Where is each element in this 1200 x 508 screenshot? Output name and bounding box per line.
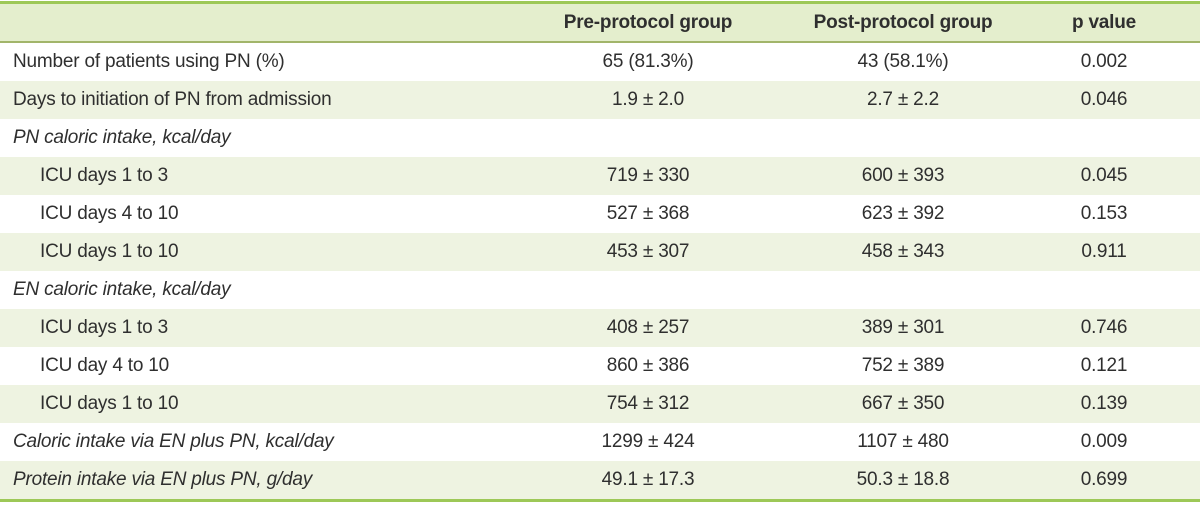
pre-protocol-value: 453 ± 307 [606,241,690,262]
table-row: EN caloric intake, kcal/day [0,271,1200,309]
row-label: Protein intake via EN plus PN, g/day [13,469,313,490]
post-protocol-value: 43 (58.1%) [857,51,949,72]
table-row: ICU days 1 to 3 719 ± 330 600 ± 393 0.045 [0,157,1200,195]
header-pre-protocol-group: Pre-protocol group [563,11,733,33]
row-label: ICU days 1 to 3 [40,317,168,338]
p-value: 0.911 [1081,241,1127,262]
table-row: ICU day 4 to 10 860 ± 386 752 ± 389 0.121 [0,347,1200,385]
row-label: Days to initiation of PN from admission [13,89,332,110]
pre-protocol-value: 527 ± 368 [606,203,690,224]
p-value: 0.153 [1080,203,1128,224]
table-row: Number of patients using PN (%) 65 (81.3%… [0,43,1200,81]
post-protocol-value: 50.3 ± 18.8 [856,469,950,490]
row-label: Caloric intake via EN plus PN, kcal/day [13,431,334,452]
post-protocol-value: 600 ± 393 [861,165,945,186]
p-value: 0.046 [1080,89,1128,110]
post-protocol-value: 623 ± 392 [861,203,945,224]
row-label: EN caloric intake, kcal/day [13,279,231,300]
table-row: ICU days 4 to 10 527 ± 368 623 ± 392 0.153 [0,195,1200,233]
table-row: ICU days 1 to 10 754 ± 312 667 ± 350 0.139 [0,385,1200,423]
pre-protocol-value: 754 ± 312 [606,393,690,414]
post-protocol-value: 458 ± 343 [861,241,945,262]
header-post-protocol-group: Post-protocol group [813,11,993,33]
post-protocol-value: 2.7 ± 2.2 [866,89,939,110]
pre-protocol-value: 408 ± 257 [606,317,690,338]
post-protocol-value: 1107 ± 480 [857,431,949,452]
table-row: Caloric intake via EN plus PN, kcal/day 1… [0,423,1200,461]
row-label: ICU days 1 to 10 [40,241,179,262]
table-row: ICU days 1 to 10 453 ± 307 458 ± 343 0.911 [0,233,1200,271]
p-value: 0.002 [1080,51,1128,72]
table-row: PN caloric intake, kcal/day [0,119,1200,157]
row-label: Number of patients using PN (%) [13,51,285,72]
table-body: Number of patients using PN (%) 65 (81.3%… [0,43,1200,499]
post-protocol-value: 667 ± 350 [861,393,945,414]
pre-protocol-value: 1299 ± 424 [601,431,695,452]
pre-protocol-value: 65 (81.3%) [602,51,694,72]
row-label: PN caloric intake, kcal/day [13,127,231,148]
post-protocol-value: 389 ± 301 [861,317,945,338]
header-p-value: p value [1071,11,1137,33]
p-value: 0.699 [1080,469,1128,490]
row-label: ICU days 1 to 10 [40,393,179,414]
table-row: Days to initiation of PN from admission 1… [0,81,1200,119]
p-value: 0.746 [1080,317,1128,338]
p-value: 0.009 [1080,431,1128,452]
pre-protocol-value: 719 ± 330 [606,165,690,186]
row-label: ICU days 4 to 10 [40,203,179,224]
post-protocol-value: 752 ± 389 [861,355,945,376]
row-label: ICU day 4 to 10 [40,355,170,376]
table-row: ICU days 1 to 3 408 ± 257 389 ± 301 0.746 [0,309,1200,347]
row-label: ICU days 1 to 3 [40,165,168,186]
p-value: 0.121 [1080,355,1128,376]
pre-protocol-value: 49.1 ± 17.3 [601,469,695,490]
p-value: 0.139 [1080,393,1128,414]
table-header-row: Pre-protocol group Post-protocol group p… [0,4,1200,43]
pre-protocol-value: 1.9 ± 2.0 [611,89,684,110]
p-value: 0.045 [1080,165,1128,186]
pre-protocol-value: 860 ± 386 [606,355,690,376]
table-row: Protein intake via EN plus PN, g/day 49.1… [0,461,1200,499]
